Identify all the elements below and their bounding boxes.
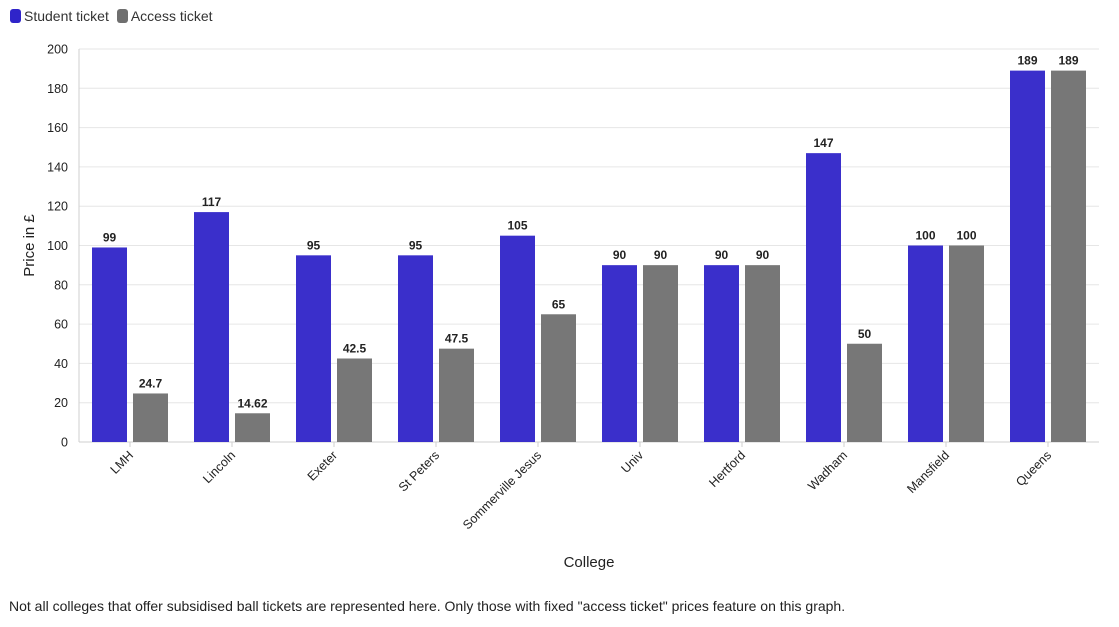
x-tick-label: Lincoln [200,448,238,486]
legend-label-access: Access ticket [130,8,213,24]
bar-value-label: 50 [858,327,872,341]
bar-chart: 0 20 40 60 80 100 120 140 160 180 200 99 24.7 LMH 117 1… [21,43,1099,571]
y-tick-label: 100 [47,239,68,253]
bar-value-label: 100 [956,229,976,243]
chart-legend: Student ticket Access ticket [10,8,213,24]
legend-item-access-ticket[interactable]: Access ticket [116,8,213,24]
y-tick-label: 40 [54,357,68,371]
bar-value-label: 147 [813,136,833,150]
x-tick-label: LMH [108,448,137,477]
bar-value-label: 117 [202,195,222,209]
bar-value-label: 95 [307,238,321,252]
bar-value-label: 90 [613,248,627,262]
y-tick-label: 60 [54,318,68,332]
bar-access [1051,70,1086,443]
bar-student [704,265,739,442]
bar-access [643,265,678,442]
bar-access [337,358,372,442]
bar-value-label: 42.5 [343,341,367,355]
bar-student [296,255,331,442]
legend-label-student: Student ticket [24,8,109,24]
bar-student [602,265,637,442]
y-tick-label: 80 [54,278,68,292]
bar-value-label: 14.62 [237,396,267,410]
bar-student [92,247,127,442]
bar-value-label: 189 [1058,54,1078,68]
bar-value-label: 65 [552,297,566,311]
bar-access [847,343,882,442]
x-tick-label: St Peters [396,448,442,494]
x-tick-label: Sommerville Jesus [460,448,544,532]
chart-area: 0 20 40 60 80 100 120 140 160 180 200 99 24.7 LMH 117 1… [21,43,1099,571]
bar-access [439,348,474,442]
bar-value-label: 47.5 [445,332,469,346]
bar-value-label: 105 [507,219,527,233]
bar-student [194,212,229,442]
y-tick-label: 0 [61,436,68,450]
y-tick-label: 120 [47,200,68,214]
y-tick-label: 160 [47,121,68,135]
bar-student [1010,70,1045,443]
bar-student [806,153,841,442]
bar-student [398,255,433,442]
bar-value-label: 90 [715,248,729,262]
legend-swatch-student [10,9,21,23]
x-tick-label: Queens [1013,448,1054,489]
y-tick-label: 140 [47,160,68,174]
x-tick-label: Exeter [305,448,340,483]
bar-value-label: 90 [756,248,770,262]
bar-access [133,393,168,442]
bar-student [500,235,535,442]
bar-access [745,265,780,442]
bar-value-label: 99 [103,230,117,244]
bar-value-label: 24.7 [139,376,163,390]
bar-value-label: 95 [409,238,423,252]
bar-access [949,245,984,442]
x-axis-title: College [564,554,615,571]
bar-value-label: 100 [915,229,935,243]
bar-value-label: 189 [1017,54,1037,68]
y-tick-label: 20 [54,396,68,410]
y-tick-label: 180 [47,82,68,96]
bar-access [235,413,270,442]
x-tick-label: Wadham [805,448,850,493]
bar-student [908,245,943,442]
legend-item-student-ticket[interactable]: Student ticket [10,8,109,24]
bar-access [541,314,576,442]
y-axis-title: Price in £ [21,214,38,277]
x-tick-label: Mansfield [904,448,952,496]
x-tick-label: Univ [619,448,647,476]
legend-swatch-access [116,9,128,23]
footnote: Not all colleges that offer subsidised b… [9,598,846,614]
x-tick-label: Hertford [706,448,748,490]
bar-value-label: 90 [654,248,668,262]
y-tick-label: 200 [47,43,68,57]
